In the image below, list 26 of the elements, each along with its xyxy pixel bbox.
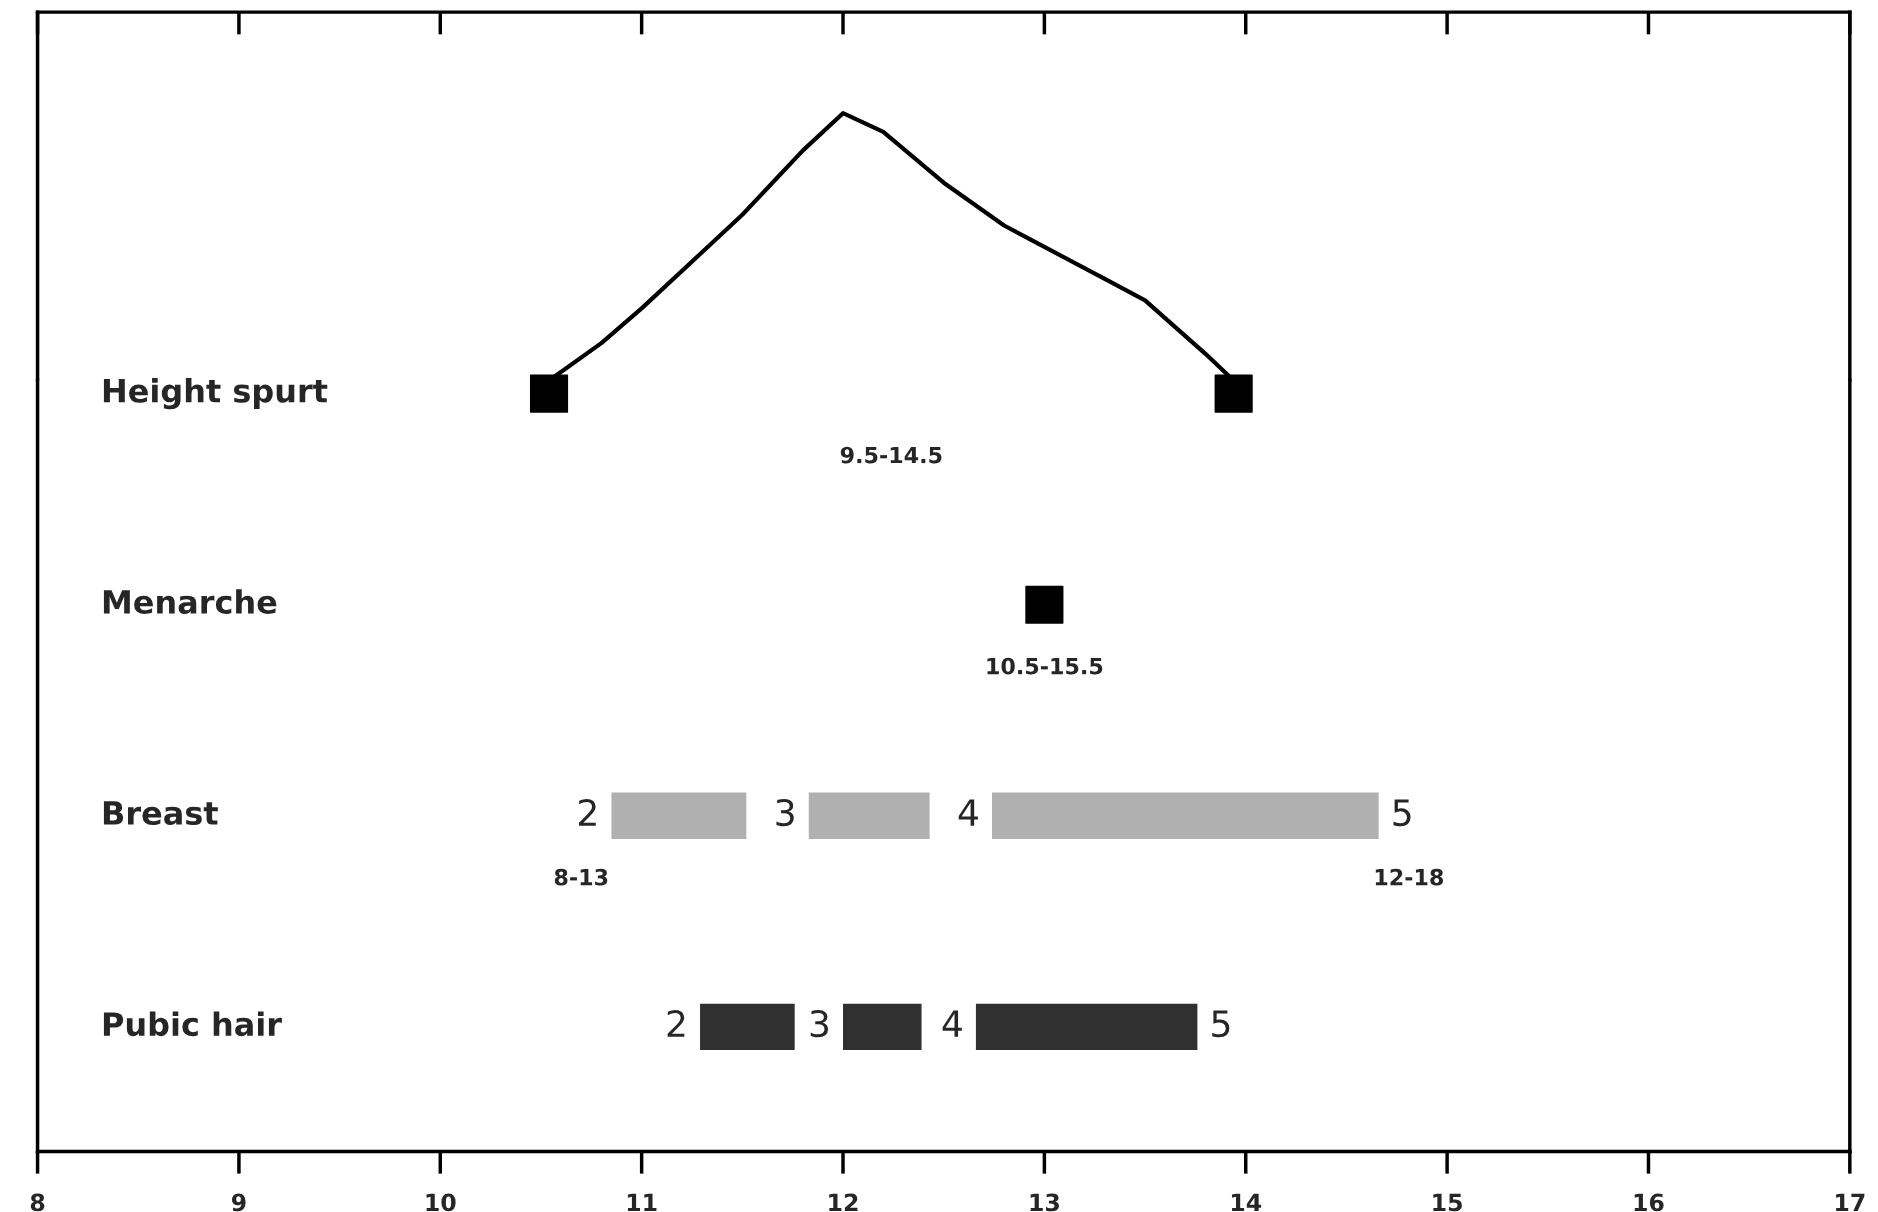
- annotation: 9.5-14.5: [840, 446, 942, 464]
- annotation: 3: [776, 798, 794, 827]
- category-label: Menarche: [103, 589, 277, 614]
- annotation: 3: [810, 1010, 829, 1038]
- x-tick-label: 9: [231, 1193, 246, 1212]
- category-label: Pubic hair: [103, 1011, 282, 1037]
- x-tick-label: 17: [1836, 1193, 1865, 1212]
- annotation: 2: [579, 798, 596, 826]
- x-tick-label: 13: [1030, 1193, 1059, 1212]
- x-tick-label: 15: [1433, 1193, 1462, 1212]
- x-tick-label: 11: [627, 1193, 657, 1212]
- annotation: 8-13: [554, 868, 608, 886]
- annotation: 2: [667, 1010, 685, 1037]
- category-label: Height spurt: [103, 378, 328, 410]
- x-tick-label: 10: [426, 1193, 456, 1212]
- x-tick-label: 14: [1231, 1193, 1262, 1212]
- annotation: 12-18: [1375, 868, 1443, 886]
- annotation: 5: [1393, 799, 1411, 827]
- x-tick-label: 16: [1634, 1193, 1664, 1212]
- category-label: Breast: [103, 801, 218, 826]
- x-tick-label: 12: [829, 1193, 858, 1212]
- annotation: 4: [942, 1010, 962, 1037]
- annotation: 4: [958, 799, 978, 826]
- annotation: 10.5-15.5: [987, 657, 1103, 675]
- x-tick-label: 8: [30, 1193, 45, 1212]
- annotation: 5: [1212, 1010, 1230, 1038]
